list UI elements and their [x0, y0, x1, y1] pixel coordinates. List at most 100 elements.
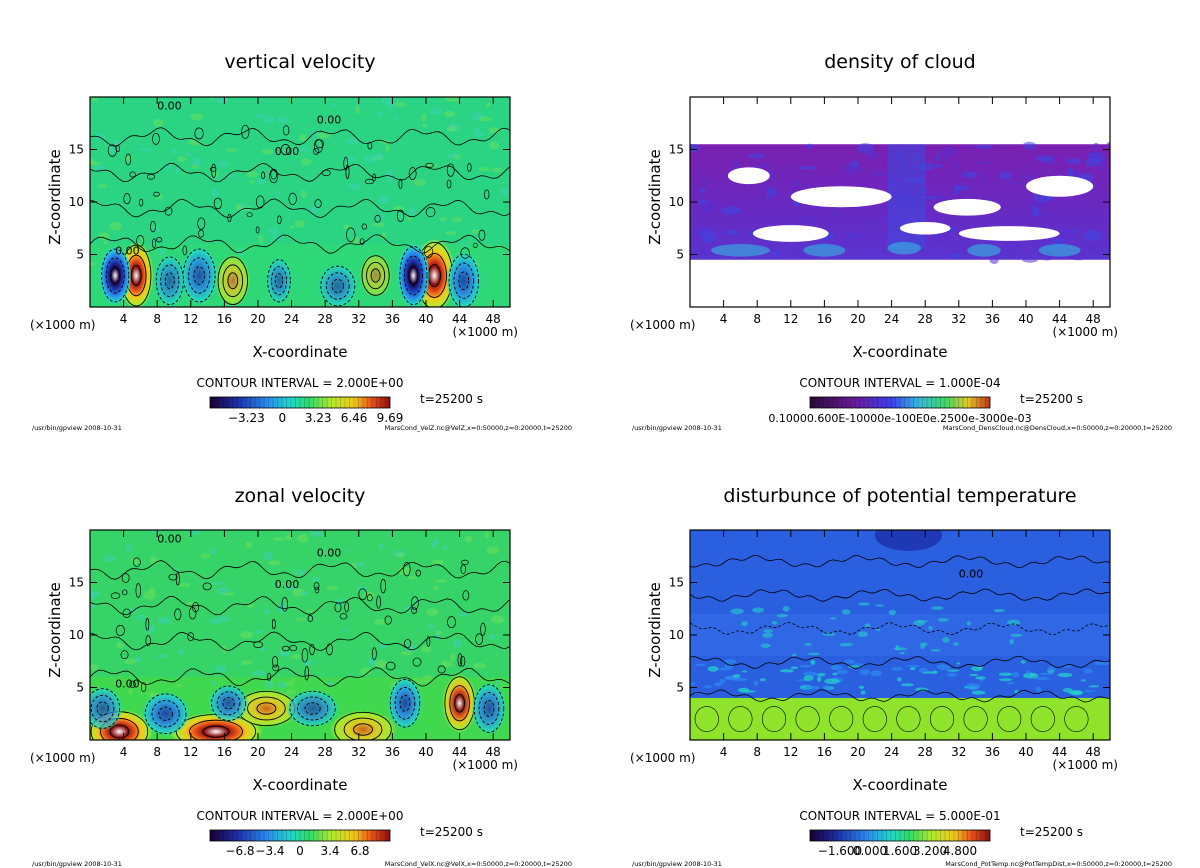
colorbar-tick-label: −3.4 — [255, 844, 284, 858]
contour-loop — [304, 666, 310, 681]
texture-cell — [486, 102, 491, 107]
cloud-base-band — [803, 244, 846, 257]
texture-cell — [377, 543, 385, 549]
texture-cell — [429, 107, 443, 115]
texture-cell — [165, 161, 172, 171]
contour-loop — [129, 680, 136, 688]
texture-cell — [177, 582, 191, 588]
texture-cell — [93, 164, 106, 172]
cloud-texture — [837, 241, 856, 246]
turbulent-layer — [1020, 660, 1026, 664]
colorbar-tick-labels: 0.10000.600E-10000e-100E0e.2500e-3000e-0… — [768, 412, 1031, 425]
cloud-texture — [975, 144, 994, 149]
texture-cell — [372, 222, 386, 228]
colorbar-tick-label: 0 — [278, 411, 286, 425]
texture-cell — [109, 221, 122, 231]
texture-cell — [144, 624, 156, 634]
texture-cell — [317, 132, 331, 139]
texture-cell — [413, 178, 426, 186]
downdraft-cell — [265, 257, 293, 305]
footer-right: MarsCond_VelZ.nc@VelZ,x=0:50000,z=0:2000… — [385, 424, 572, 432]
turbulent-layer — [947, 672, 958, 677]
downdraft-cell — [90, 686, 123, 731]
cloud-texture — [771, 251, 782, 256]
texture-cell — [422, 674, 433, 683]
cloud-texture — [1099, 160, 1107, 172]
turbulent-layer — [830, 664, 840, 671]
texture-cell — [284, 534, 292, 541]
x-tick-label: 40 — [418, 312, 433, 326]
contour-loop — [197, 217, 206, 230]
texture-cell — [433, 538, 439, 546]
contour-loop — [269, 168, 279, 184]
cloud-texture — [955, 185, 970, 191]
x-tick-label: 48 — [1086, 312, 1101, 326]
cloud-texture — [939, 146, 958, 158]
texture-cell — [478, 116, 492, 122]
x-unit-label-left: (×1000 m) — [630, 751, 695, 765]
contour-line — [90, 560, 510, 580]
contour-line — [110, 266, 121, 285]
texture-cell — [310, 531, 324, 538]
contour-loop — [412, 657, 422, 667]
contour-loop — [255, 195, 265, 209]
x-tick-label: 44 — [1052, 745, 1067, 759]
texture-cell — [435, 630, 442, 635]
turbulent-patch — [776, 613, 788, 618]
contour-loop — [107, 144, 117, 157]
contour-loop — [403, 562, 411, 577]
x-tick-label: 32 — [351, 745, 366, 759]
y-tick-label: 5 — [676, 248, 684, 262]
plot-field: 0.00 0.00 0.00 0.00 — [90, 97, 510, 307]
turbulent-layer — [817, 676, 822, 683]
contour-loop — [132, 557, 141, 567]
turbulent-layer — [719, 678, 726, 684]
cloud-texture — [721, 206, 741, 215]
contour-line — [101, 248, 130, 303]
texture-cell — [153, 119, 164, 127]
texture-cell — [253, 629, 263, 634]
colorbar-tick-label: 0 — [296, 844, 304, 858]
y-tick-label: 5 — [676, 681, 684, 695]
contour-loop — [115, 624, 125, 636]
texture-cell — [434, 579, 448, 583]
turbulent-patch — [899, 652, 905, 655]
contour-label: 0.00 — [275, 578, 300, 591]
texture-cell — [440, 660, 453, 668]
y-axis-label: Z-coordinate — [646, 582, 664, 677]
texture-cell — [473, 662, 486, 669]
x-tick-label: 16 — [217, 312, 232, 326]
contour-loop — [156, 237, 163, 243]
y-tick-label: 15 — [69, 143, 84, 157]
texture-cell — [214, 665, 227, 673]
texture-cell — [108, 145, 117, 153]
contour-loop — [446, 179, 452, 189]
turbulent-patch — [841, 609, 851, 615]
time-label: t=25200 s — [1020, 825, 1083, 839]
turbulent-layer — [956, 662, 961, 665]
contour-loop — [694, 706, 719, 732]
contour-loop — [425, 162, 434, 168]
contour-loop — [129, 171, 136, 178]
footer-right: MarsCond_VelX.nc@VelX,x=0:50000,z=0:2000… — [385, 860, 572, 868]
time-label: t=25200 s — [420, 825, 483, 839]
x-tick-label: 24 — [284, 312, 299, 326]
updraft-cell — [359, 253, 392, 298]
turbulent-layer — [900, 683, 915, 687]
x-tick-label: 8 — [753, 745, 761, 759]
cloud-texture — [966, 144, 975, 149]
contour-loop — [314, 199, 322, 208]
colorbar-tick-label: 3.200 — [913, 844, 947, 858]
x-tick-label: 8 — [153, 312, 161, 326]
contour-loop — [267, 672, 271, 681]
chart-title: vertical velocity — [224, 51, 375, 73]
texture-cell — [351, 237, 360, 245]
contour-loop — [326, 643, 333, 656]
contour-loop — [188, 607, 197, 620]
turbulent-layer — [737, 687, 750, 693]
texture-cell — [285, 584, 298, 590]
texture-cell — [490, 615, 505, 624]
texture-cell — [190, 113, 203, 121]
contour-line — [274, 273, 284, 289]
